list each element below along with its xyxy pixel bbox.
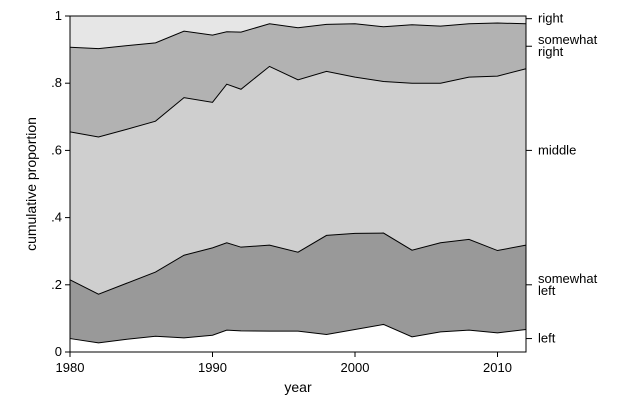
x-tick-label: 2010 [483,360,512,375]
x-tick-label: 1980 [56,360,85,375]
area-band-somewhat-right [70,23,526,137]
category-label: middle [538,142,576,157]
boundary-line-somewhat-left [69,232,527,295]
band-boundaries [69,22,527,344]
category-label: left [538,283,556,298]
y-axis: 0 .2 .4 .6 .8 1 [51,8,70,359]
area-band-left [70,324,526,352]
area-band-right [70,16,526,49]
y-tick-label: .6 [51,142,62,157]
y-tick-label: 1 [55,8,62,23]
area-band-middle [70,66,526,295]
boundary-line-left [69,323,527,344]
category-label: left [538,331,556,346]
area-band-somewhat-left [70,233,526,343]
boundary-line-middle [69,65,527,138]
area-bands [70,16,526,352]
category-label: somewhat [538,271,598,286]
x-axis: 1980 1990 2000 2010 [56,352,512,375]
plot-frame [69,15,527,353]
y-tick-label: 0 [55,344,62,359]
category-label: somewhat [538,32,598,47]
x-axis-title: year [284,379,312,395]
category-label: right [538,44,564,59]
y-tick-label: .4 [51,210,62,225]
boundary-line-somewhat-right [69,22,527,50]
category-label: right [538,11,564,26]
x-tick-label: 1990 [198,360,227,375]
y-tick-label: .2 [51,277,62,292]
y-tick-label: .8 [51,75,62,90]
x-tick-label: 2000 [341,360,370,375]
y-axis-title: cumulative proportion [23,117,39,251]
